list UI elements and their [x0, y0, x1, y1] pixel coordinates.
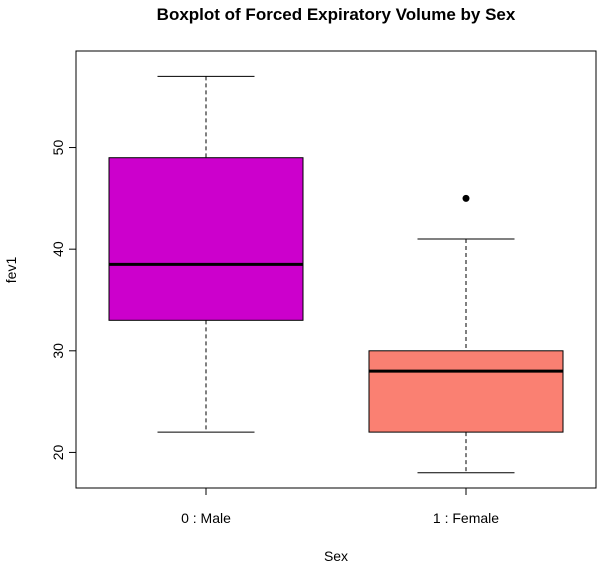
box-group: [368, 194, 564, 474]
x-tick-label: 0 : Male: [181, 510, 231, 526]
y-tick-label: 50: [50, 140, 66, 156]
box-group: [108, 75, 304, 433]
x-tick-label: 1 : Female: [433, 510, 499, 526]
x-axis: 0 : Male 1 : Female: [181, 487, 499, 526]
boxes-layer: [108, 75, 564, 474]
chart-title: Boxplot of Forced Expiratory Volume by S…: [157, 5, 516, 24]
box: [108, 157, 304, 321]
y-axis-label: fev1: [3, 257, 19, 284]
y-tick-label: 40: [50, 241, 66, 257]
y-axis: 20 30 40 50: [50, 140, 77, 460]
x-axis-label: Sex: [324, 548, 348, 564]
y-tick-label: 30: [50, 343, 66, 359]
outlier-point: [462, 194, 470, 202]
box: [368, 350, 564, 433]
y-tick-label: 20: [50, 444, 66, 460]
